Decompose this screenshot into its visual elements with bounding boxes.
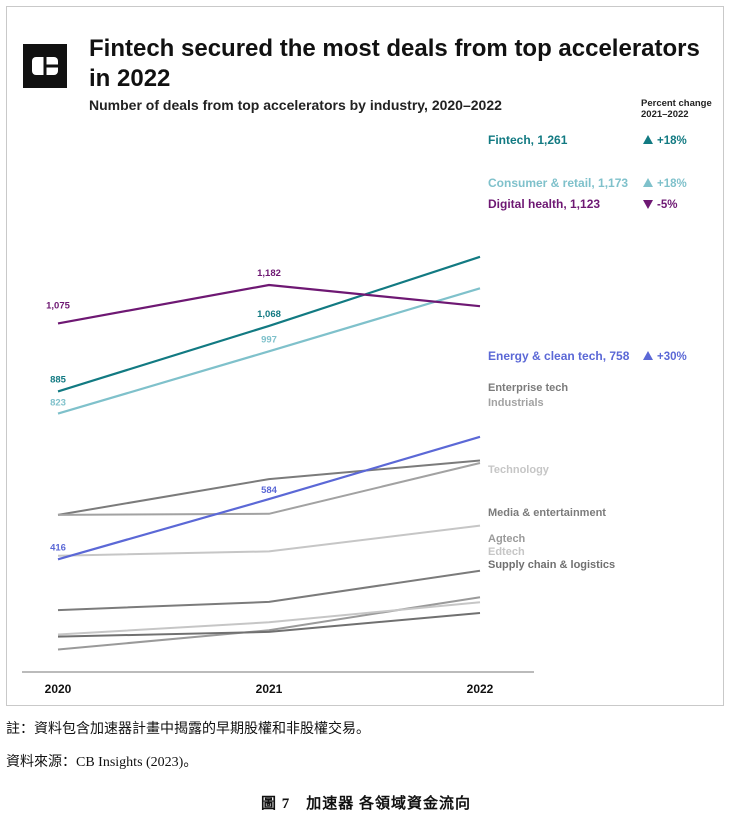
percent-change-digital-health: -5% bbox=[657, 199, 677, 211]
series-label-supply-chain-and-logistics: Supply chain & logistics bbox=[488, 559, 615, 571]
series-label-agtech: Agtech bbox=[488, 533, 526, 545]
series-label-digital-health: Digital health, 1,123 bbox=[488, 197, 600, 211]
cb-insights-logo-icon bbox=[32, 56, 58, 76]
footnote: 註：資料包含加速器計畫中揭露的早期股權和非股權交易。 bbox=[6, 722, 370, 737]
series-label-industrials: Industrials bbox=[488, 397, 544, 409]
data-label-consumer-and-retail: 823 bbox=[50, 398, 66, 409]
percent-change-energy-and-clean-tech: +30% bbox=[657, 351, 687, 363]
series-line-technology bbox=[57, 524, 481, 557]
percent-change-consumer-and-retail: +18% bbox=[657, 178, 687, 190]
series-label-energy-and-clean-tech: Energy & clean tech, 758 bbox=[488, 349, 630, 363]
percent-change-fintech: +18% bbox=[657, 135, 687, 147]
series-line-agtech bbox=[57, 596, 481, 651]
figure-caption: 圖 7 加速器 各領域資金流向 bbox=[260, 796, 471, 812]
triangle-up-icon bbox=[643, 135, 653, 144]
triangle-down-icon bbox=[643, 200, 653, 209]
chart-frame bbox=[6, 6, 724, 706]
x-tick-label: 2022 bbox=[467, 682, 494, 696]
series-label-edtech: Edtech bbox=[488, 546, 525, 558]
series-line-enterprise-tech bbox=[57, 459, 481, 516]
series-line-fintech bbox=[57, 255, 481, 393]
triangle-up-icon bbox=[643, 178, 653, 187]
data-label-digital-health: 1,182 bbox=[257, 268, 281, 279]
series-line-supply-chain-and-logistics bbox=[57, 612, 481, 638]
percent-change-header: Percent change 2021–2022 bbox=[641, 98, 712, 120]
series-label-enterprise-tech: Enterprise tech bbox=[488, 382, 568, 394]
data-label-energy-and-clean-tech: 584 bbox=[261, 485, 278, 496]
data-label-energy-and-clean-tech: 416 bbox=[50, 542, 66, 553]
series-label-fintech: Fintech, 1,261 bbox=[488, 133, 568, 147]
series-line-media-and-entertainment bbox=[57, 569, 481, 612]
x-tick-label: 2020 bbox=[45, 682, 72, 696]
series-label-technology: Technology bbox=[488, 464, 550, 476]
series-label-consumer-and-retail: Consumer & retail, 1,173 bbox=[488, 176, 628, 190]
line-chart: 2020 2021 2022 Enterprise tech Industrials Te… bbox=[22, 133, 687, 696]
series-label-media-and-entertainment: Media & entertainment bbox=[488, 507, 606, 519]
series-line-consumer-and-retail bbox=[57, 287, 481, 415]
cb-insights-logo bbox=[23, 44, 67, 88]
data-label-fintech: 1,068 bbox=[257, 309, 281, 320]
triangle-up-icon bbox=[643, 351, 653, 360]
series-line-digital-health bbox=[57, 283, 481, 325]
chart-title: Fintech secured the most deals from top … bbox=[89, 35, 700, 92]
data-label-consumer-and-retail: 997 bbox=[261, 334, 277, 345]
series-line-energy-and-clean-tech bbox=[57, 435, 481, 561]
chart-subtitle: Number of deals from top accelerators by… bbox=[89, 97, 502, 113]
series-line-edtech bbox=[57, 601, 481, 636]
series-line-industrials bbox=[57, 462, 481, 516]
x-tick-label: 2021 bbox=[256, 682, 283, 696]
data-label-digital-health: 1,075 bbox=[46, 300, 70, 311]
source-note: 資料來源：CB Insights (2023)。 bbox=[6, 755, 198, 770]
data-label-fintech: 885 bbox=[50, 374, 67, 385]
